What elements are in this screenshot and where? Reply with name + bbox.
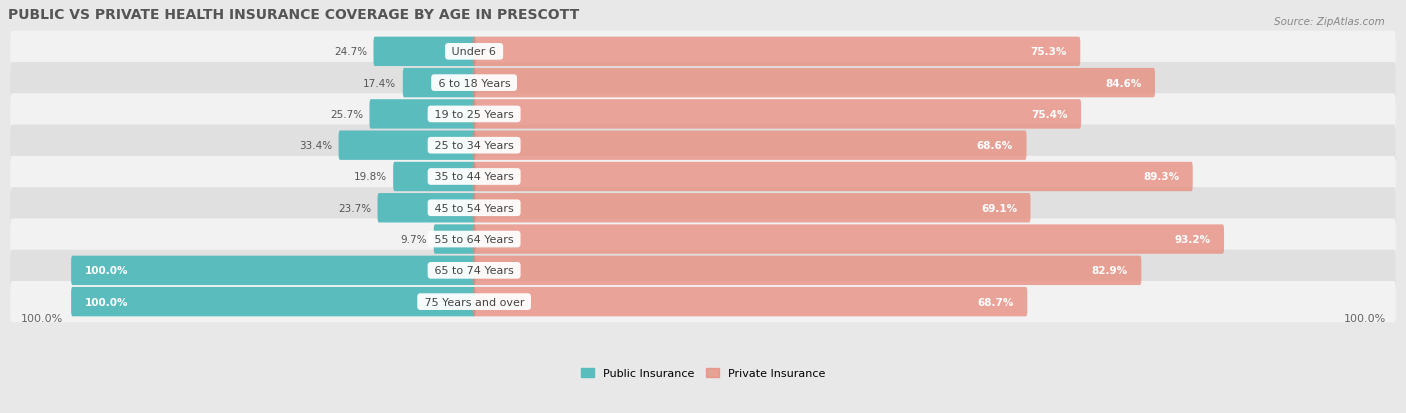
FancyBboxPatch shape [472,162,1192,192]
FancyBboxPatch shape [10,94,1396,135]
Text: 89.3%: 89.3% [1143,172,1180,182]
Text: 69.1%: 69.1% [981,203,1017,213]
Text: 33.4%: 33.4% [299,141,332,151]
Text: 93.2%: 93.2% [1174,235,1211,244]
FancyBboxPatch shape [72,287,475,317]
FancyBboxPatch shape [10,32,1396,73]
FancyBboxPatch shape [10,219,1396,260]
Text: 100.0%: 100.0% [1343,313,1386,323]
Text: 35 to 44 Years: 35 to 44 Years [432,172,517,182]
Text: 75.4%: 75.4% [1031,109,1067,120]
FancyBboxPatch shape [374,38,475,67]
Legend: Public Insurance, Private Insurance: Public Insurance, Private Insurance [576,363,830,383]
FancyBboxPatch shape [10,125,1396,166]
FancyBboxPatch shape [402,69,475,98]
FancyBboxPatch shape [472,100,1081,129]
Text: 24.7%: 24.7% [333,47,367,57]
FancyBboxPatch shape [472,131,1026,161]
FancyBboxPatch shape [472,69,1154,98]
Text: 84.6%: 84.6% [1105,78,1142,88]
Text: 23.7%: 23.7% [337,203,371,213]
FancyBboxPatch shape [370,100,475,129]
Text: 45 to 54 Years: 45 to 54 Years [432,203,517,213]
FancyBboxPatch shape [433,225,475,254]
Text: 6 to 18 Years: 6 to 18 Years [434,78,513,88]
FancyBboxPatch shape [339,131,475,161]
Text: 9.7%: 9.7% [401,235,427,244]
Text: 68.7%: 68.7% [977,297,1014,307]
FancyBboxPatch shape [72,256,475,285]
FancyBboxPatch shape [472,256,1142,285]
FancyBboxPatch shape [10,157,1396,198]
Text: 100.0%: 100.0% [20,313,63,323]
FancyBboxPatch shape [377,194,475,223]
Text: 75 Years and over: 75 Years and over [420,297,527,307]
Text: Under 6: Under 6 [449,47,499,57]
Text: 68.6%: 68.6% [977,141,1012,151]
Text: 100.0%: 100.0% [84,297,128,307]
FancyBboxPatch shape [10,188,1396,229]
FancyBboxPatch shape [472,225,1225,254]
FancyBboxPatch shape [472,287,1028,317]
FancyBboxPatch shape [10,250,1396,291]
Text: 19 to 25 Years: 19 to 25 Years [432,109,517,120]
FancyBboxPatch shape [472,38,1080,67]
FancyBboxPatch shape [10,281,1396,323]
FancyBboxPatch shape [472,194,1031,223]
Text: 19.8%: 19.8% [353,172,387,182]
Text: 100.0%: 100.0% [84,266,128,275]
Text: 25.7%: 25.7% [330,109,363,120]
Text: PUBLIC VS PRIVATE HEALTH INSURANCE COVERAGE BY AGE IN PRESCOTT: PUBLIC VS PRIVATE HEALTH INSURANCE COVER… [8,8,579,22]
Text: 55 to 64 Years: 55 to 64 Years [432,235,517,244]
FancyBboxPatch shape [10,63,1396,104]
Text: 17.4%: 17.4% [363,78,396,88]
FancyBboxPatch shape [394,162,475,192]
Text: Source: ZipAtlas.com: Source: ZipAtlas.com [1274,17,1385,26]
Text: 82.9%: 82.9% [1091,266,1128,275]
Text: 75.3%: 75.3% [1031,47,1067,57]
Text: 25 to 34 Years: 25 to 34 Years [432,141,517,151]
Text: 65 to 74 Years: 65 to 74 Years [432,266,517,275]
